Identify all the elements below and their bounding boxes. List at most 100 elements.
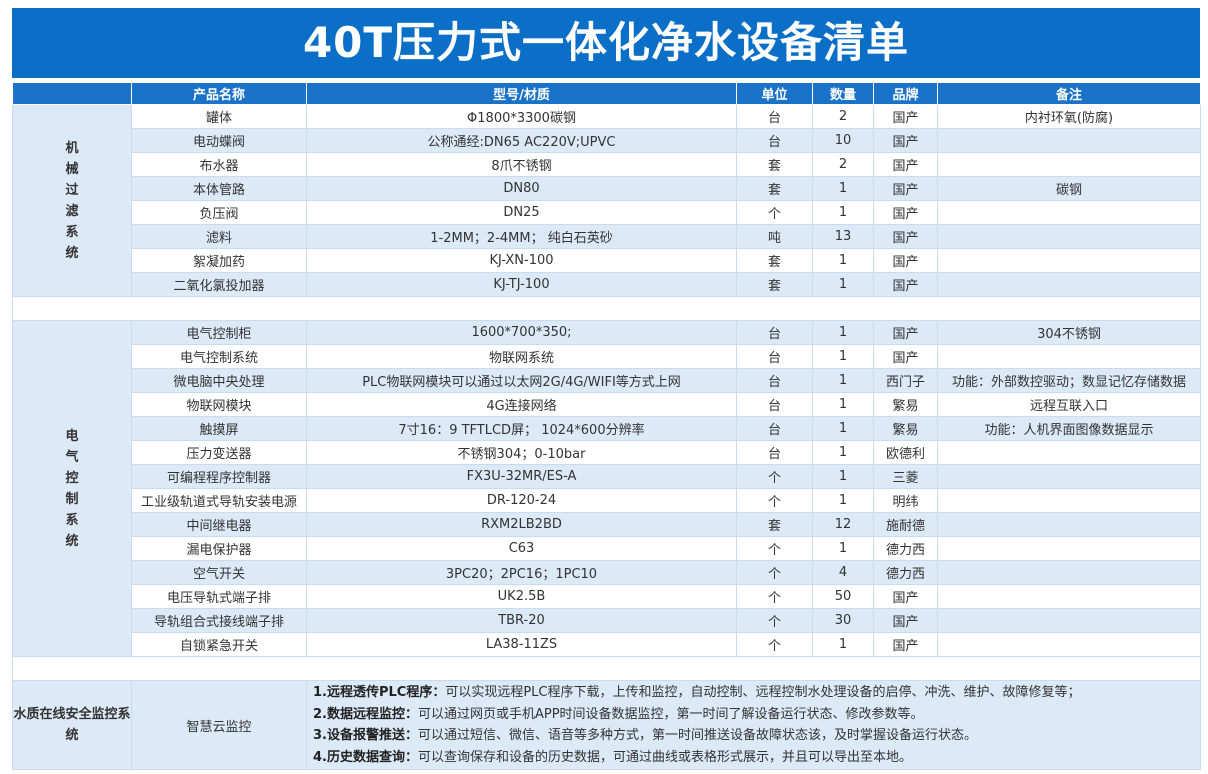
cell-qty: 1	[812, 272, 874, 297]
cell-unit: 台	[736, 440, 813, 465]
equipment-table: 产品名称 型号/材质 单位 数量 品牌 备注 机械过滤系统 罐体 Φ1800*3300碳钢台 2 国…	[12, 82, 1201, 770]
feature-title: 2.数据远程监控：	[313, 706, 418, 722]
item-row: 电压导轨式端子排 UK2.5B 个 50 国产	[13, 584, 1201, 609]
item-row: 空气开关 3PC20；2PC16；1PC10 个 4 德力西	[13, 560, 1201, 585]
cell-brand: 施耐德	[873, 512, 938, 537]
cell-name: 空气开关	[131, 560, 307, 585]
item-row: 工业级轨道式导轨安装电源 DR-120-24 个 1 明纬	[13, 488, 1201, 513]
cell-model: TBR-20	[306, 608, 737, 633]
cell-name: 可编程程序控制器	[131, 464, 307, 489]
cell-note	[937, 224, 1201, 249]
group-label: 电气控制系统	[65, 428, 79, 549]
cell-note	[937, 632, 1201, 657]
cell-note	[937, 200, 1201, 225]
item-row: 漏电保护器 C63 个 1 德力西	[13, 536, 1201, 561]
cell-unit: 套	[736, 512, 813, 537]
cell-unit: 台	[736, 344, 813, 369]
cell-name: 二氧化氯投加器	[131, 272, 307, 297]
cell-note: 碳钢	[937, 176, 1201, 201]
feature-line: 1.远程透传PLC程序：可以实现远程PLC程序下载，上传和监控，自动控制、远程控…	[313, 682, 1200, 704]
cell-model: DR-120-24	[306, 488, 737, 513]
cell-name: 压力变送器	[131, 440, 307, 465]
group-label: 机械过滤系统	[65, 140, 79, 261]
title: 40T压力式一体化净水设备清单	[12, 8, 1200, 78]
cell-name: 絮凝加药	[131, 248, 307, 273]
cell-unit: 台	[736, 416, 813, 441]
cell-brand: 国产	[873, 584, 938, 609]
cell-unit: 个	[736, 200, 813, 225]
item-row: 电气控制系统 物联网系统台 1 国产	[13, 344, 1201, 369]
header-cell	[12, 82, 132, 105]
cell-name: 负压阀	[131, 200, 307, 225]
blank-row	[12, 296, 1201, 321]
item-row: 负压阀 DN25 个 1 国产	[13, 200, 1201, 225]
features-cell: 1.远程透传PLC程序：可以实现远程PLC程序下载，上传和监控，自动控制、远程控…	[306, 680, 1201, 770]
feature-line: 4.历史数据查询：可以查询保存和设备的历史数据，可通过曲线或表格形式展示，并且可…	[313, 747, 1200, 769]
header-row: 产品名称 型号/材质 单位 数量 品牌 备注	[12, 82, 1201, 105]
cell-qty: 1	[812, 464, 874, 489]
cell-note	[937, 536, 1201, 561]
cell-name: 漏电保护器	[131, 536, 307, 561]
cell-unit: 套	[736, 248, 813, 273]
item-row: 可编程程序控制器 FX3U-32MR/ES-A 个 1 三菱	[13, 464, 1201, 489]
cell-model: DN80	[306, 176, 737, 201]
cell-note: 内衬环氧(防腐)	[937, 104, 1201, 129]
cell-name: 罐体	[131, 104, 307, 129]
cell-brand: 国产	[873, 344, 938, 369]
cell-unit: 套	[736, 152, 813, 177]
cell-name: 电气控制柜	[131, 320, 307, 345]
header-cell: 品牌	[873, 82, 938, 105]
cell-model: PLC物联网模块可以通过以太网2G/4G/WIFI等方式上网	[306, 368, 737, 393]
cell-unit: 个	[736, 536, 813, 561]
cell-brand: 明纬	[873, 488, 938, 513]
item-row: 物联网模块 4G连接网络台 1 繁易 远程互联入口	[13, 392, 1201, 417]
cell-note	[937, 272, 1201, 297]
feature-title: 1.远程透传PLC程序：	[313, 685, 446, 700]
cell-qty: 2	[812, 152, 874, 177]
cell-note: 远程互联入口	[937, 392, 1201, 417]
cell-unit: 台	[736, 368, 813, 393]
cell-unit: 个	[736, 464, 813, 489]
item-row: 压力变送器 不锈钢304；0-10bar 台 1 欧德利	[13, 440, 1201, 465]
item-row: 中间继电器 RXM2LB2BD 套 12 施耐德	[13, 512, 1201, 537]
cell-unit: 台	[736, 128, 813, 153]
header-cell: 型号/材质	[306, 82, 737, 105]
cell-qty: 1	[812, 200, 874, 225]
header-cell: 单位	[736, 82, 813, 105]
item-row: 机械过滤系统 罐体 Φ1800*3300碳钢台 2 国产 内衬环氧(防腐)	[12, 104, 1201, 297]
item-row: 布水器 8爪不锈钢套 2 国产	[13, 152, 1201, 177]
cell-brand: 三菱	[873, 464, 938, 489]
cell-qty: 1	[812, 632, 874, 657]
group-cell: 电气控制系统	[12, 320, 132, 657]
cell-model: 公称通经:DN65 AC220V;UPVC	[306, 128, 737, 153]
cell-name: 微电脑中央处理	[131, 368, 307, 393]
cell-qty: 1	[812, 320, 874, 345]
feature-title: 3.设备报警推送：	[313, 728, 418, 743]
cell-qty: 50	[812, 584, 874, 609]
cell-model: 4G连接网络	[306, 392, 737, 417]
item-row: 电动蝶阀 公称通经:DN65 AC220V;UPVC 台 10 国产	[13, 128, 1201, 153]
header-cell: 数量	[812, 82, 874, 105]
cell-qty: 1	[812, 440, 874, 465]
cell-note	[937, 128, 1201, 153]
cell-unit: 个	[736, 560, 813, 585]
cell-model: DN25	[306, 200, 737, 225]
cell-qty: 12	[812, 512, 874, 537]
group-cell: 水质在线安全监控系统	[12, 680, 132, 770]
cell-model: UK2.5B	[306, 584, 737, 609]
cell-brand: 繁易	[873, 416, 938, 441]
cell-qty: 1	[812, 248, 874, 273]
cell-brand: 国产	[873, 632, 938, 657]
cell-unit: 套	[736, 272, 813, 297]
cell-qty: 30	[812, 608, 874, 633]
cell-model: Φ1800*3300碳钢	[306, 104, 737, 129]
cell-brand: 国产	[873, 176, 938, 201]
cell-model: 1-2MM；2-4MM； 纯白石英砂	[306, 224, 737, 249]
blank-cell	[12, 656, 1201, 681]
cell-note	[937, 584, 1201, 609]
cell-note	[937, 248, 1201, 273]
item-row: 微电脑中央处理 PLC物联网模块可以通过以太网2G/4G/WIFI等方式上网台 1 西…	[13, 368, 1201, 393]
cell-model: FX3U-32MR/ES-A	[306, 464, 737, 489]
cell-name: 工业级轨道式导轨安装电源	[131, 488, 307, 513]
